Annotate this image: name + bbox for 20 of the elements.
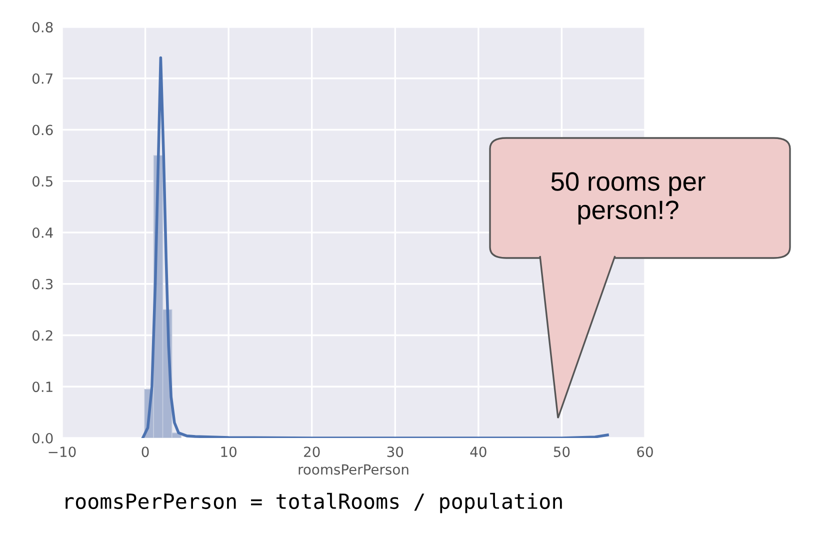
x-tick-label: 10 — [221, 446, 236, 458]
x-tick-label: 40 — [470, 446, 486, 458]
y-tick-label: 0.7 — [32, 73, 52, 84]
x-tick-label: 0 — [142, 446, 149, 458]
x-tick-label: −10 — [48, 446, 76, 458]
y-tick-label: 0.3 — [32, 278, 53, 290]
y-tick-label: 0.0 — [32, 432, 53, 444]
y-tick-label: 0.4 — [32, 227, 53, 238]
y-tick-label: 0.5 — [32, 176, 52, 187]
x-tick-label: 60 — [637, 446, 653, 458]
y-tick-label: 0.8 — [32, 22, 53, 32]
x-axis-title: roomsPerPerson — [298, 464, 408, 475]
x-tick-label: 30 — [387, 446, 404, 458]
y-tick-label: 0.2 — [32, 330, 52, 341]
annotation: 50 rooms per person!? — [551, 172, 706, 225]
x-tick-label: 50 — [554, 446, 570, 458]
text: roomsPerPerson = totalRooms / population — [66, 492, 562, 514]
x-tick-label: 20 — [304, 446, 320, 458]
y-tick-label: 0.6 — [32, 124, 53, 136]
y-tick-label: 0.1 — [32, 382, 52, 392]
